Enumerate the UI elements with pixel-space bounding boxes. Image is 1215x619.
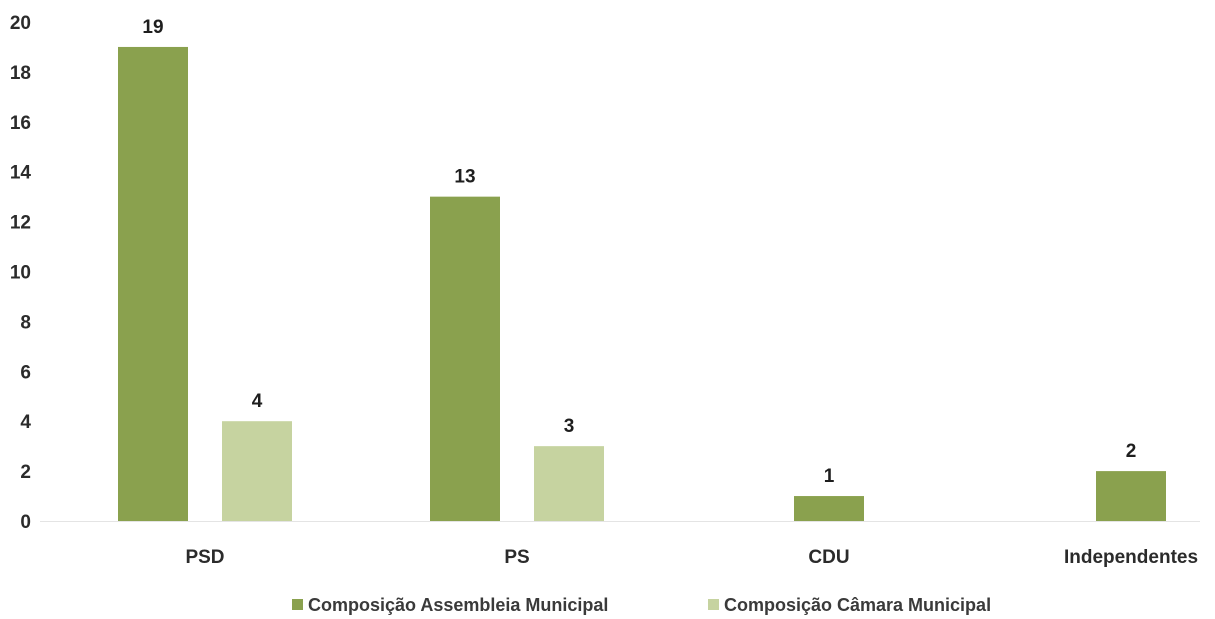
y-tick-label: 2 bbox=[20, 462, 31, 483]
legend-label: Composição Assembleia Municipal bbox=[308, 595, 608, 615]
bar-psd-series-1 bbox=[118, 46, 188, 521]
y-tick-label: 12 bbox=[10, 213, 31, 234]
data-labels: 19 13 1 2 4 3 bbox=[142, 17, 1136, 487]
y-tick-label: 20 bbox=[10, 13, 31, 34]
data-label: 3 bbox=[564, 416, 575, 437]
category-axis: PSD PS CDU Independentes bbox=[185, 547, 1198, 568]
y-tick-label: 18 bbox=[10, 63, 31, 84]
data-label: 1 bbox=[824, 466, 835, 487]
category-label: CDU bbox=[808, 547, 849, 568]
y-tick-label: 6 bbox=[20, 362, 31, 383]
y-tick-label: 14 bbox=[10, 163, 32, 184]
legend: Composição Assembleia Municipal Composiçã… bbox=[292, 595, 991, 615]
y-axis: 0 2 4 6 8 10 12 14 16 18 20 bbox=[10, 13, 32, 533]
data-label: 4 bbox=[252, 391, 263, 412]
legend-swatch bbox=[292, 599, 303, 610]
data-label: 19 bbox=[142, 17, 163, 38]
bar-cdu-series-1 bbox=[794, 496, 864, 521]
y-tick-label: 16 bbox=[10, 113, 31, 134]
bar-psd-series-2 bbox=[222, 421, 292, 521]
data-label: 13 bbox=[454, 167, 475, 188]
category-label: Independentes bbox=[1064, 547, 1198, 568]
legend-swatch bbox=[708, 599, 719, 610]
bar-independentes-series-1 bbox=[1096, 471, 1166, 521]
bar-ps-series-2 bbox=[534, 446, 604, 521]
legend-label: Composição Câmara Municipal bbox=[724, 595, 991, 615]
y-tick-label: 0 bbox=[20, 512, 31, 533]
bars bbox=[118, 46, 1166, 521]
bar-ps-series-1 bbox=[430, 196, 500, 521]
y-tick-label: 8 bbox=[20, 312, 31, 333]
category-label: PS bbox=[504, 547, 529, 568]
data-label: 2 bbox=[1126, 441, 1137, 462]
category-label: PSD bbox=[185, 547, 224, 568]
y-tick-label: 10 bbox=[10, 263, 31, 284]
y-tick-label: 4 bbox=[20, 412, 31, 433]
